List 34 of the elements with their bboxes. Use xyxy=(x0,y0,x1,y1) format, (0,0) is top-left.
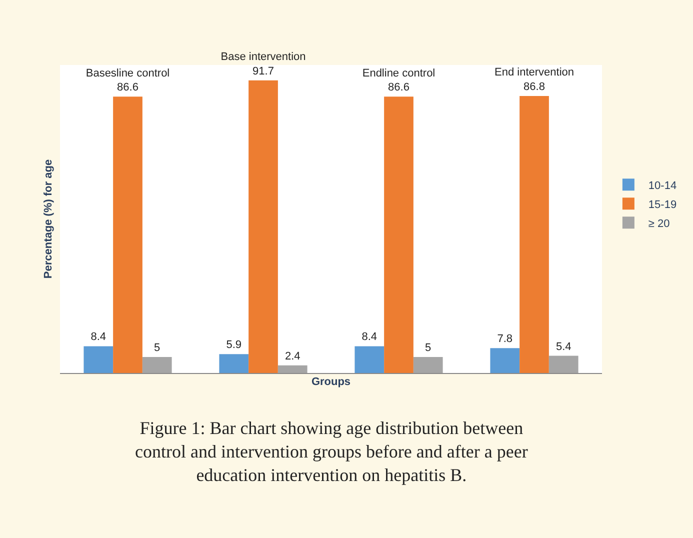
data-label: 8.4 xyxy=(90,331,106,344)
data-label: 91.7 xyxy=(252,65,274,78)
bar xyxy=(248,80,278,373)
bar xyxy=(278,365,308,373)
legend-label: 15-19 xyxy=(648,198,677,211)
caption: Figure 1: Bar chart showing age distribution between control and intervention groups before and after a peer education intervention on hepatitis B. xyxy=(135,418,528,485)
data-label: 86.6 xyxy=(388,82,410,94)
x-tick-label: Base intervention xyxy=(220,51,306,64)
x-tick-label: Endline control xyxy=(362,67,436,80)
bar xyxy=(219,354,249,373)
x-tick-label: End intervention xyxy=(494,66,574,79)
legend-label: ≥ 20 xyxy=(648,218,670,230)
data-label: 5.4 xyxy=(556,340,572,353)
x-tick-label: Basesline control xyxy=(86,67,170,80)
bar xyxy=(113,96,142,373)
data-label: 2.4 xyxy=(284,350,300,362)
data-label: 86.6 xyxy=(117,82,138,94)
bar xyxy=(490,348,520,373)
x-axis-title: Groups xyxy=(311,376,351,388)
y-axis-title: Percentage (%) for age xyxy=(42,159,55,279)
bar xyxy=(84,346,114,373)
data-label: 5 xyxy=(154,342,160,354)
legend-label: 10-14 xyxy=(648,180,677,192)
bar xyxy=(354,346,384,373)
data-label: 5.9 xyxy=(226,339,242,352)
bar xyxy=(548,356,578,373)
bar xyxy=(142,357,172,373)
data-label: 5 xyxy=(425,342,432,354)
data-label: 86.8 xyxy=(524,81,545,94)
bar xyxy=(384,96,414,373)
bar xyxy=(413,357,443,373)
data-label: 8.4 xyxy=(362,331,378,344)
bar xyxy=(520,96,549,373)
data-label: 7.8 xyxy=(497,333,513,346)
